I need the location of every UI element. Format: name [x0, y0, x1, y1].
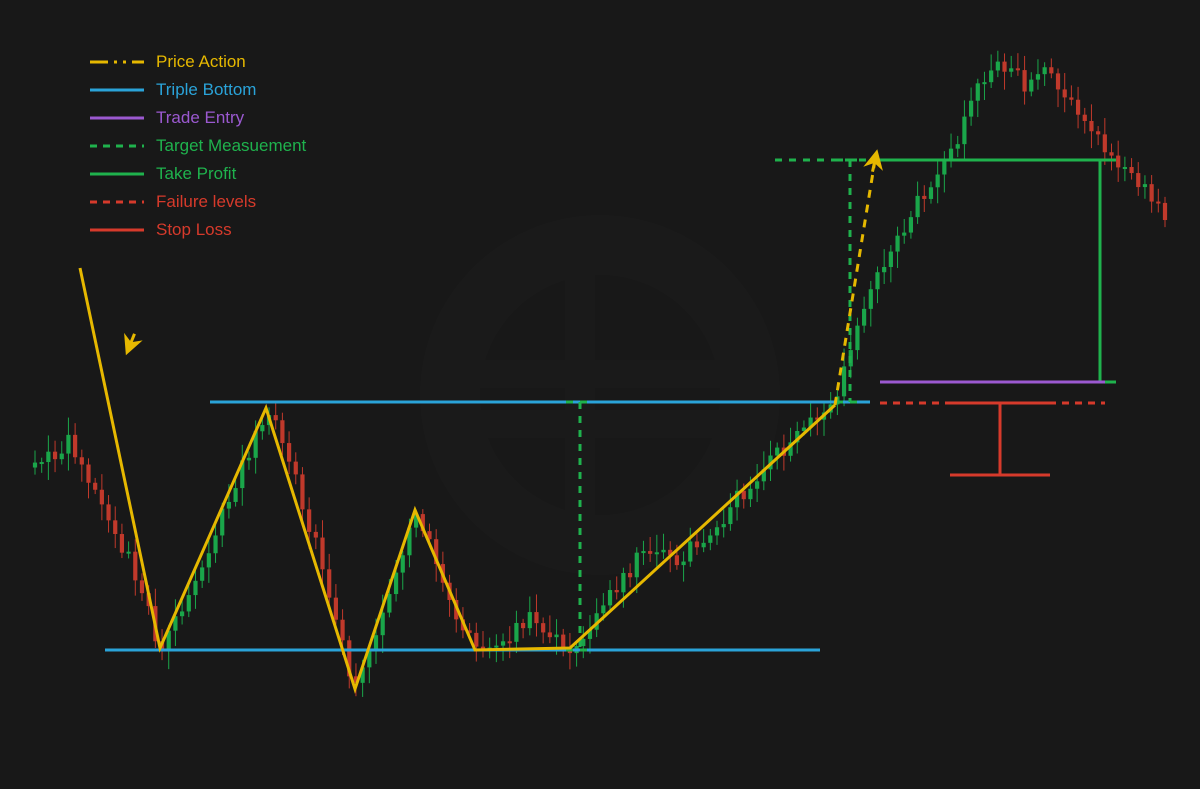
legend-swatch [90, 139, 144, 153]
legend-label: Take Profit [156, 164, 236, 184]
legend-label: Stop Loss [156, 220, 232, 240]
legend-item: Price Action [90, 48, 306, 76]
legend-swatch [90, 167, 144, 181]
legend-swatch [90, 55, 144, 69]
legend-label: Price Action [156, 52, 246, 72]
legend-item: Trade Entry [90, 104, 306, 132]
chart-legend: Price Action Triple Bottom Trade Entry Targ… [90, 48, 306, 244]
legend-label: Failure levels [156, 192, 256, 212]
legend-item: Target Measuement [90, 132, 306, 160]
legend-swatch [90, 111, 144, 125]
legend-item: Stop Loss [90, 216, 306, 244]
legend-label: Trade Entry [156, 108, 244, 128]
legend-item: Triple Bottom [90, 76, 306, 104]
chart-container: Price Action Triple Bottom Trade Entry Targ… [0, 0, 1200, 789]
legend-label: Target Measuement [156, 136, 306, 156]
legend-swatch [90, 195, 144, 209]
legend-swatch [90, 223, 144, 237]
legend-label: Triple Bottom [156, 80, 256, 100]
legend-swatch [90, 83, 144, 97]
legend-item: Take Profit [90, 160, 306, 188]
legend-item: Failure levels [90, 188, 306, 216]
